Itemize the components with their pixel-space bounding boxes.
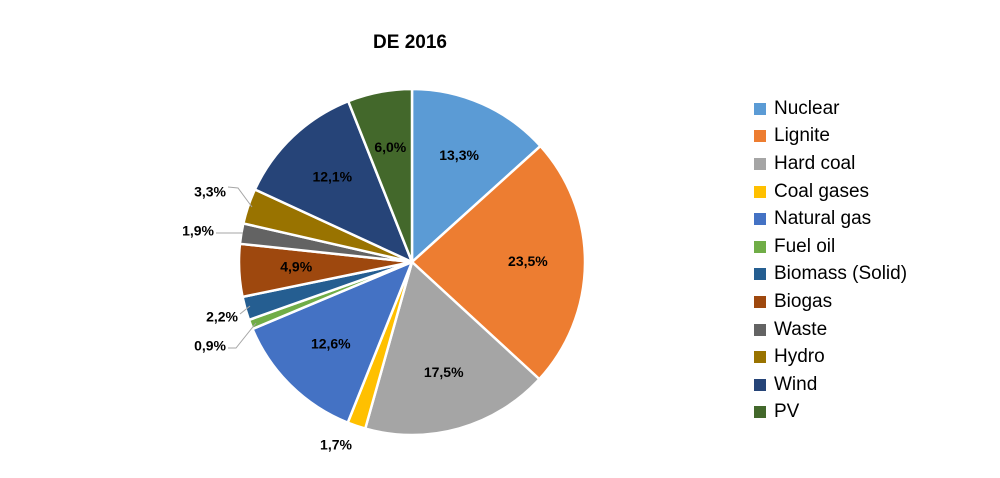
leader-line-biomass-solid <box>239 305 251 315</box>
slice-label-biogas: 4,9% <box>280 258 312 274</box>
legend-swatch <box>754 268 766 281</box>
legend-item-waste: Waste <box>754 316 907 344</box>
legend-label: Wind <box>774 373 818 395</box>
pie-slice-natural-gas <box>251 260 414 424</box>
legend-label: Hard coal <box>774 152 856 174</box>
slice-label-nuclear: 13,3% <box>439 147 479 163</box>
slice-label-hydro: 3,3% <box>194 184 226 200</box>
legend-label: Nuclear <box>774 97 840 119</box>
legend-label: Biomass (Solid) <box>774 263 908 285</box>
legend-item-hard-coal: Hard coal <box>754 150 907 178</box>
pie-slice-wind <box>253 99 414 264</box>
pie-slice-pv <box>347 87 414 264</box>
legend-label: Fuel oil <box>774 235 836 257</box>
legend-label: Hydro <box>774 346 825 368</box>
leader-line-fuel-oil <box>228 322 257 349</box>
legend-swatch <box>754 323 766 336</box>
leader-lines <box>216 186 257 349</box>
slice-label-fuel-oil: 0,9% <box>194 338 226 354</box>
slice-label-lignite: 23,5% <box>508 253 548 269</box>
slice-label-pv: 6,0% <box>374 139 406 155</box>
legend-item-pv: PV <box>754 399 907 427</box>
legend-item-nuclear: Nuclear <box>754 95 907 123</box>
slice-label-hard-coal: 17,5% <box>424 364 464 380</box>
pie-slice-nuclear <box>410 87 542 264</box>
pie-slices <box>237 87 587 437</box>
legend-swatch <box>754 102 766 115</box>
legend-item-coal-gases: Coal gases <box>754 178 907 206</box>
legend-item-lignite: Lignite <box>754 123 907 151</box>
legend-swatch <box>754 130 766 143</box>
legend-label: Coal gases <box>774 180 870 202</box>
chart-title: DE 2016 <box>373 32 447 53</box>
slice-labels: 13,3% 23,5% 17,5% 1,7% 12,6% 0,9% 2,2% 4,9% 1,9%… <box>182 139 548 453</box>
legend-swatch <box>754 185 766 198</box>
legend-swatch <box>754 240 766 253</box>
pie-slice-hard-coal <box>364 260 541 437</box>
legend-item-biogas: Biogas <box>754 288 907 316</box>
legend-swatch <box>754 157 766 170</box>
legend-swatch <box>754 378 766 391</box>
legend-label: Biogas <box>774 290 833 312</box>
slice-label-wind: 12,1% <box>312 169 352 185</box>
legend: Nuclear Lignite Hard coal Coal gases Natural… <box>754 95 907 426</box>
legend-swatch <box>754 295 766 308</box>
legend-item-hydro: Hydro <box>754 343 907 371</box>
legend-swatch <box>754 351 766 364</box>
leader-line-hydro <box>227 186 253 208</box>
pie-slice-lignite <box>410 144 587 381</box>
legend-label: PV <box>774 401 800 423</box>
legend-item-fuel-oil: Fuel oil <box>754 233 907 261</box>
slice-label-coal-gases: 1,7% <box>320 437 352 453</box>
legend-item-biomass-solid: Biomass (Solid) <box>754 261 907 289</box>
legend-item-wind: Wind <box>754 371 907 399</box>
slice-label-waste: 1,9% <box>182 223 214 239</box>
legend-item-natural-gas: Natural gas <box>754 205 907 233</box>
legend-label: Natural gas <box>774 208 872 230</box>
legend-swatch <box>754 213 766 226</box>
slice-label-natural-gas: 12,6% <box>311 335 351 351</box>
legend-label: Lignite <box>774 125 830 147</box>
legend-label: Waste <box>774 318 828 340</box>
slice-label-biomass-solid: 2,2% <box>206 309 238 325</box>
legend-swatch <box>754 406 766 419</box>
